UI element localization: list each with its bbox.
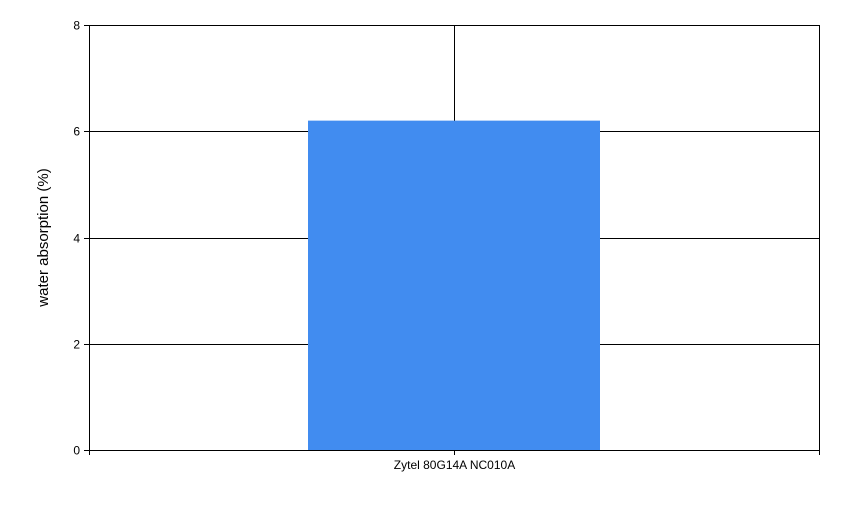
- y-axis-title: water absorption (%): [35, 168, 52, 307]
- y-tick-label-8: 8: [73, 19, 80, 33]
- bar-0: [308, 120, 600, 450]
- y-tick-label-4: 4: [73, 232, 80, 246]
- y-tick-label-6: 6: [73, 125, 80, 139]
- y-tick-label-2: 2: [73, 338, 80, 352]
- x-tick-label-0: Zytel 80G14A NC010A: [394, 458, 515, 472]
- tick-labels: 0 2 4 6 8 Zytel 80G14A NC010A: [73, 19, 515, 473]
- axes: [84, 25, 820, 455]
- bars: [308, 120, 600, 450]
- y-tick-label-0: 0: [73, 444, 80, 458]
